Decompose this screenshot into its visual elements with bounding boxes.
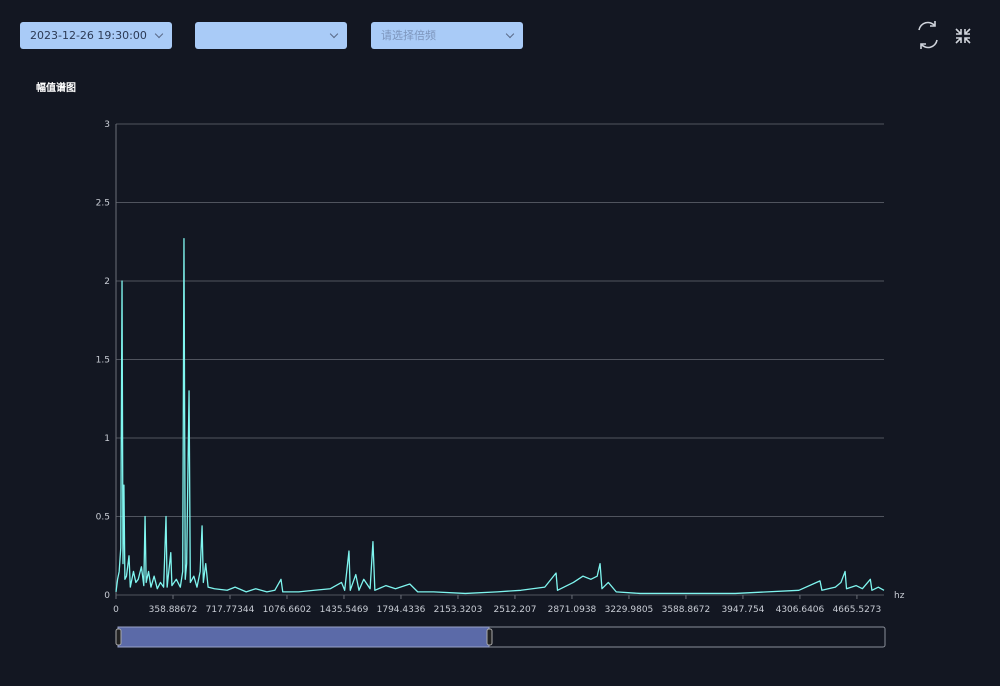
- x-tick-label: 3947.754: [721, 605, 764, 615]
- x-tick-label: 717.77344: [206, 605, 255, 615]
- x-tick-label: 3229.9805: [605, 605, 654, 615]
- x-tick-label: 358.88672: [149, 605, 198, 615]
- x-axis-label: hz: [894, 591, 905, 601]
- x-tick-label: 0: [113, 605, 119, 615]
- chart-title: 幅值谱图: [36, 81, 76, 94]
- x-tick-label: 4665.5273: [833, 605, 882, 615]
- x-tick-label: 2153.3203: [434, 605, 483, 615]
- x-tick-label: 2512.207: [493, 605, 536, 615]
- x-tick-label: 1794.4336: [377, 605, 426, 615]
- y-tick-label: 0: [104, 591, 110, 601]
- device-select[interactable]: [195, 22, 347, 49]
- x-tick-label: 4306.6406: [776, 605, 825, 615]
- y-tick-label: 0.5: [96, 513, 110, 523]
- y-tick-label: 1: [104, 434, 110, 444]
- x-tick-label: 1076.6602: [263, 605, 312, 615]
- spectrum-line: [115, 237, 885, 595]
- zoom-slider[interactable]: [115, 626, 886, 648]
- y-tick-label: 2: [104, 277, 110, 287]
- y-tick-label: 3: [104, 120, 110, 130]
- y-tick-label: 1.5: [96, 356, 110, 366]
- freq-select[interactable]: 请选择倍频: [371, 22, 523, 49]
- shrink-icon[interactable]: [955, 28, 971, 44]
- time-select[interactable]: 2023-12-26 19:30:00: [20, 22, 172, 49]
- refresh-icon[interactable]: [918, 21, 938, 49]
- y-tick-label: 2.5: [96, 199, 110, 209]
- x-tick-label: 2871.0938: [548, 605, 597, 615]
- x-tick-label: 3588.8672: [662, 605, 711, 615]
- x-tick-label: 1435.5469: [320, 605, 369, 615]
